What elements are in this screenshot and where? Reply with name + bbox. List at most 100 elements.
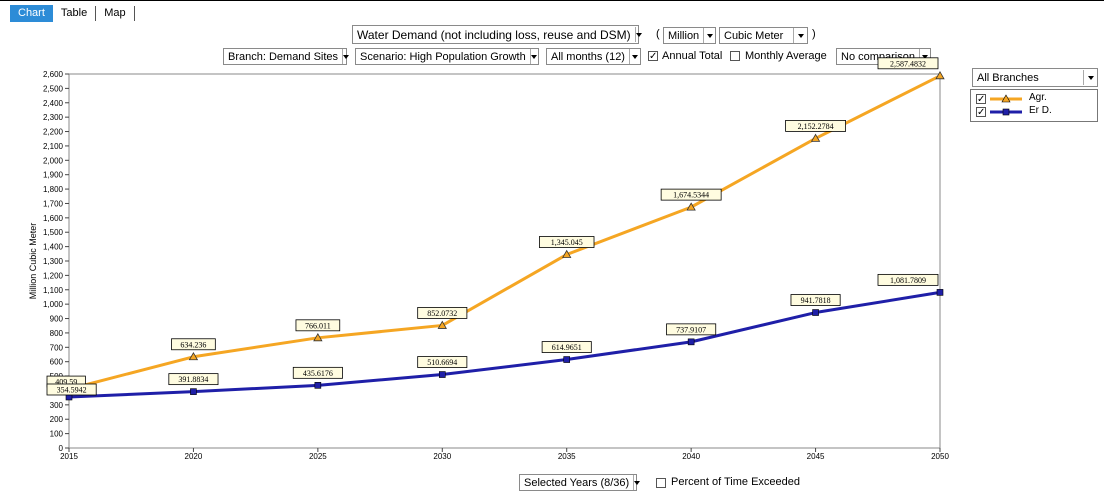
data-point-agr (935, 70, 945, 80)
y-tick-label: 1,900 (43, 171, 64, 180)
branch-value: Branch: Demand Sites (228, 50, 339, 63)
branch-select[interactable]: Branch: Demand Sites (223, 48, 347, 65)
scenario-select[interactable]: Scenario: High Population Growth (355, 48, 539, 65)
y-tick-label: 2,600 (43, 70, 64, 79)
data-point-agr (437, 320, 447, 329)
months-select[interactable]: All months (12) (546, 48, 641, 65)
y-tick-label: 1,400 (43, 243, 64, 252)
chevron-down-icon (703, 28, 715, 43)
years-value: Selected Years (8/36) (524, 476, 630, 489)
unit-scale-value: Million (668, 29, 700, 42)
y-tick-label: 1,600 (43, 214, 64, 223)
x-tick-label: 2030 (433, 452, 451, 461)
years-select[interactable]: Selected Years (8/36) (519, 474, 637, 491)
series-line-erd (68, 290, 941, 399)
y-tick-label: 1,500 (43, 228, 64, 237)
data-label-agr: 2,152.2784 (798, 122, 834, 131)
annual-total-checkbox[interactable]: ✓ (648, 51, 658, 62)
months-value: All months (12) (551, 50, 625, 63)
x-tick-label: 2040 (682, 452, 700, 461)
data-point-agr (188, 351, 199, 361)
tab-map[interactable]: Map (104, 7, 126, 19)
y-axis-label: Million Cubic Meter (28, 223, 38, 300)
data-label-erd: 1,081.7809 (890, 276, 926, 285)
unit-value: Cubic Meter (724, 29, 784, 42)
percent-exceeded-label: Percent of Time Exceeded (671, 476, 801, 488)
x-tick-label: 2035 (558, 452, 576, 461)
y-tick-label: 600 (50, 358, 64, 367)
unit-close-paren: ) (812, 28, 816, 40)
data-point-erd (314, 382, 322, 389)
legend-erd-checkbox[interactable]: ✓ (976, 107, 986, 118)
unit-scale-select[interactable]: Million (663, 27, 716, 44)
data-point-erd (563, 356, 571, 363)
y-tick-label: 200 (50, 415, 64, 424)
y-tick-label: 1,800 (43, 185, 64, 194)
y-tick-label: 900 (50, 315, 64, 324)
chevron-down-icon (529, 49, 538, 64)
tab-table[interactable]: Table (60, 7, 88, 19)
data-label-agr: 1,674.5344 (673, 191, 709, 200)
tab-chart[interactable]: Chart (10, 5, 53, 22)
y-tick-label: 2,500 (43, 84, 64, 93)
data-point-agr (810, 133, 821, 142)
chevron-down-icon (1083, 70, 1097, 85)
legend-erd-swatch (990, 108, 1022, 116)
data-label-erd: 941.7818 (801, 296, 831, 305)
data-label-box-agr (417, 307, 468, 319)
data-point-agr (686, 202, 696, 211)
chevron-down-icon (634, 27, 642, 42)
y-tick-label: 2,200 (43, 128, 64, 137)
data-label-box-erd (46, 383, 97, 396)
data-point-agr (313, 333, 323, 342)
y-tick-label: 800 (50, 329, 64, 338)
y-tick-label: 1,100 (43, 286, 64, 295)
legend-agr-swatch (990, 94, 1022, 103)
data-label-agr: 852.0732 (427, 309, 457, 318)
x-tick-label: 2050 (931, 452, 949, 461)
y-tick-label: 1,700 (43, 199, 64, 208)
data-point-erd (687, 338, 695, 346)
monthly-average-checkbox[interactable] (730, 51, 740, 61)
y-tick-label: 2,000 (43, 156, 64, 165)
unit-select[interactable]: Cubic Meter (719, 27, 808, 44)
data-label-box-erd (168, 373, 219, 386)
data-label-erd: 391.8834 (178, 375, 208, 384)
percent-exceeded-checkbox[interactable] (656, 478, 666, 488)
scenario-value: Scenario: High Population Growth (360, 50, 526, 63)
data-label-box-erd (292, 366, 343, 379)
series-line-agr (68, 74, 941, 391)
data-label-erd: 435.6176 (303, 369, 333, 378)
data-point-erd (812, 309, 819, 316)
y-tick-label: 700 (50, 343, 64, 352)
branches-select[interactable]: All Branches (972, 68, 1098, 87)
data-label-erd: 614.9651 (552, 343, 582, 352)
data-label-agr: 766.011 (305, 321, 331, 330)
monthly-average-label: Monthly Average (745, 50, 827, 62)
data-point-erd (190, 388, 197, 395)
legend-agr-label: Agr. (1029, 92, 1047, 103)
line-chart: 01002003004005006007008009001,0001,1001,… (28, 57, 949, 461)
y-tick-label: 1,300 (43, 257, 64, 266)
chevron-down-icon (342, 49, 349, 64)
chevron-down-icon (628, 49, 640, 64)
x-tick-label: 2025 (309, 452, 327, 461)
data-label-box-erd (666, 323, 717, 336)
annual-total-label: Annual Total (662, 50, 723, 62)
data-point-agr (562, 249, 572, 258)
branches-value: All Branches (977, 71, 1039, 84)
y-tick-label: 1,000 (43, 300, 64, 309)
y-tick-label: 2,400 (43, 99, 64, 108)
data-point-erd (936, 289, 944, 296)
x-tick-label: 2045 (807, 452, 825, 461)
top-border (0, 0, 1104, 1)
legend-erd-label: Er D. (1029, 105, 1052, 116)
data-label-agr: 2,587.4832 (890, 59, 926, 68)
data-label-box-agr (295, 319, 341, 332)
variable-select[interactable]: Water Demand (not including loss, reuse … (352, 25, 639, 44)
data-label-box-agr (660, 188, 722, 201)
y-tick-label: 100 (50, 430, 64, 439)
legend-agr-checkbox[interactable]: ✓ (976, 94, 986, 105)
y-tick-label: 2,100 (43, 142, 64, 151)
data-label-erd: 737.9107 (676, 325, 706, 334)
